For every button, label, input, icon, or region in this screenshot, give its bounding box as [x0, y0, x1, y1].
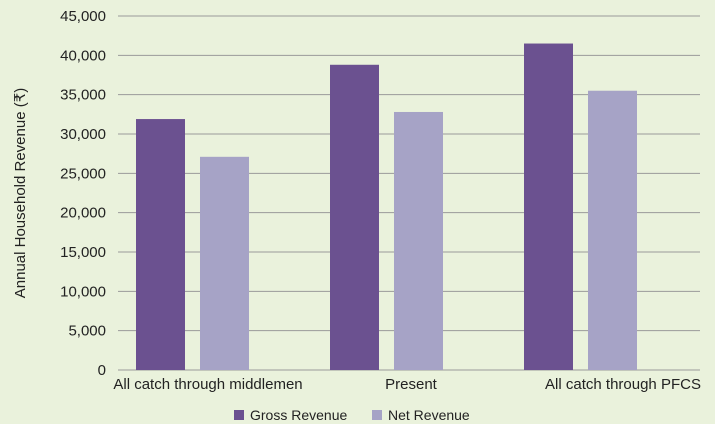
y-tick-label: 10,000 — [60, 283, 106, 300]
y-axis-tick-labels: 0 5,000 10,000 15,000 20,000 25,000 30,000 35,0… — [60, 8, 106, 379]
y-tick-label: 25,000 — [60, 165, 106, 182]
bar-gross-2 — [524, 43, 573, 371]
y-axis-title: Annual Household Revenue (₹) — [12, 88, 29, 299]
legend: Gross Revenue Net Revenue — [234, 407, 470, 423]
y-tick-label: 30,000 — [60, 126, 106, 143]
legend-swatch — [372, 410, 382, 420]
y-tick-label: 35,000 — [60, 87, 106, 104]
bar-gross-0 — [136, 119, 185, 370]
y-tick-label: 20,000 — [60, 205, 106, 222]
y-tick-label: 15,000 — [60, 244, 106, 261]
y-tick-label: 45,000 — [60, 8, 106, 25]
x-tick-label: All catch through PFCS — [545, 376, 701, 393]
y-tick-label: 5,000 — [68, 323, 106, 340]
y-tick-label: 40,000 — [60, 47, 106, 64]
legend-label: Net Revenue — [388, 407, 470, 423]
x-tick-label: All catch through middlemen — [113, 376, 302, 393]
bar-net-1 — [394, 111, 443, 371]
x-tick-label: Present — [385, 376, 438, 393]
legend-label: Gross Revenue — [250, 407, 347, 423]
bar-net-0 — [200, 156, 249, 370]
y-tick-label: 0 — [98, 362, 106, 379]
bar-net-2 — [588, 90, 637, 370]
bars — [136, 43, 637, 371]
x-axis-tick-labels: All catch through middlemen Present All ca… — [113, 376, 701, 393]
legend-swatch — [234, 410, 244, 420]
bar-gross-1 — [330, 64, 379, 371]
